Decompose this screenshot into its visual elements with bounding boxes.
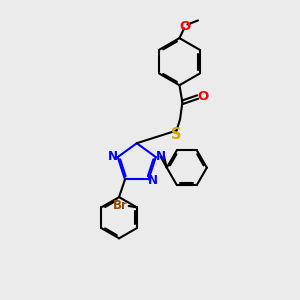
- Text: Br: Br: [112, 199, 127, 212]
- Text: O: O: [197, 90, 208, 103]
- Text: N: N: [108, 150, 118, 163]
- Text: S: S: [171, 127, 182, 142]
- Text: N: N: [155, 150, 166, 163]
- Text: N: N: [148, 173, 158, 187]
- Text: O: O: [179, 20, 190, 33]
